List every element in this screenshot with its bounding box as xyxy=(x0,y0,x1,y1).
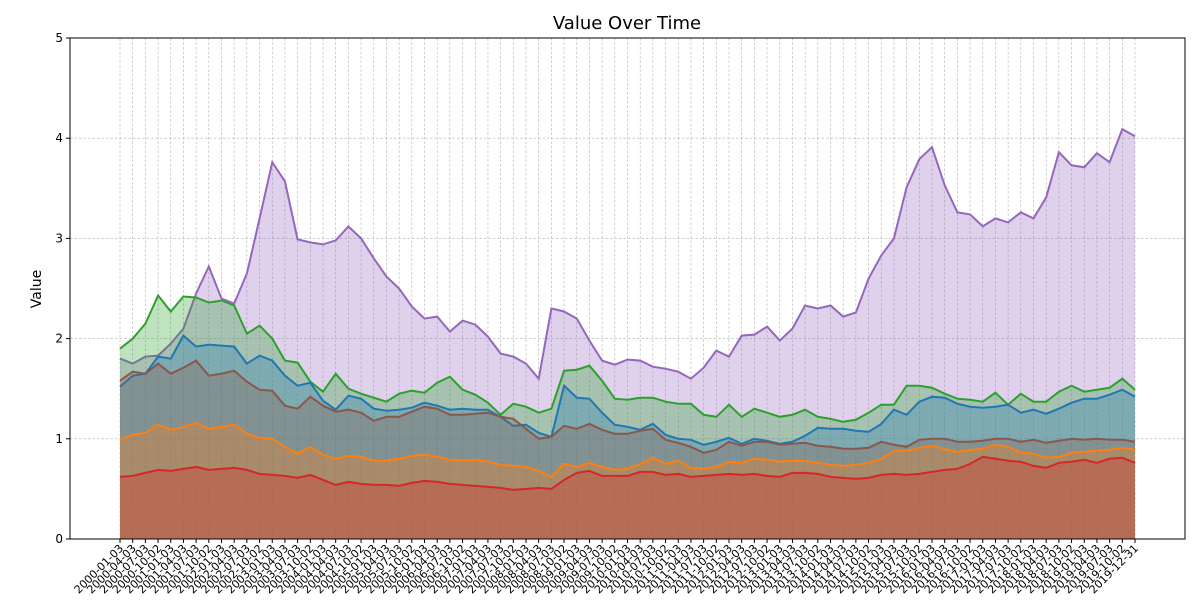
y-tick-label: 0 xyxy=(55,532,63,546)
y-tick-label: 2 xyxy=(55,332,63,346)
line xyxy=(119,293,1136,423)
area xyxy=(120,422,1135,539)
line xyxy=(119,127,1136,381)
y-tick-label: 1 xyxy=(55,432,63,446)
y-axis-label: Value xyxy=(29,270,45,308)
line xyxy=(119,421,1136,479)
area xyxy=(120,129,1135,539)
chart-title: Value Over Time xyxy=(553,13,701,34)
line xyxy=(119,334,1136,446)
y-tick-label: 5 xyxy=(55,31,63,45)
plot-frame xyxy=(69,37,1186,540)
area xyxy=(120,456,1135,539)
y-tick-label: 3 xyxy=(55,231,63,245)
area xyxy=(120,295,1135,539)
line xyxy=(119,359,1136,454)
line xyxy=(119,455,1136,491)
area xyxy=(120,335,1135,539)
area xyxy=(120,360,1135,539)
y-tick-label: 4 xyxy=(55,131,63,145)
